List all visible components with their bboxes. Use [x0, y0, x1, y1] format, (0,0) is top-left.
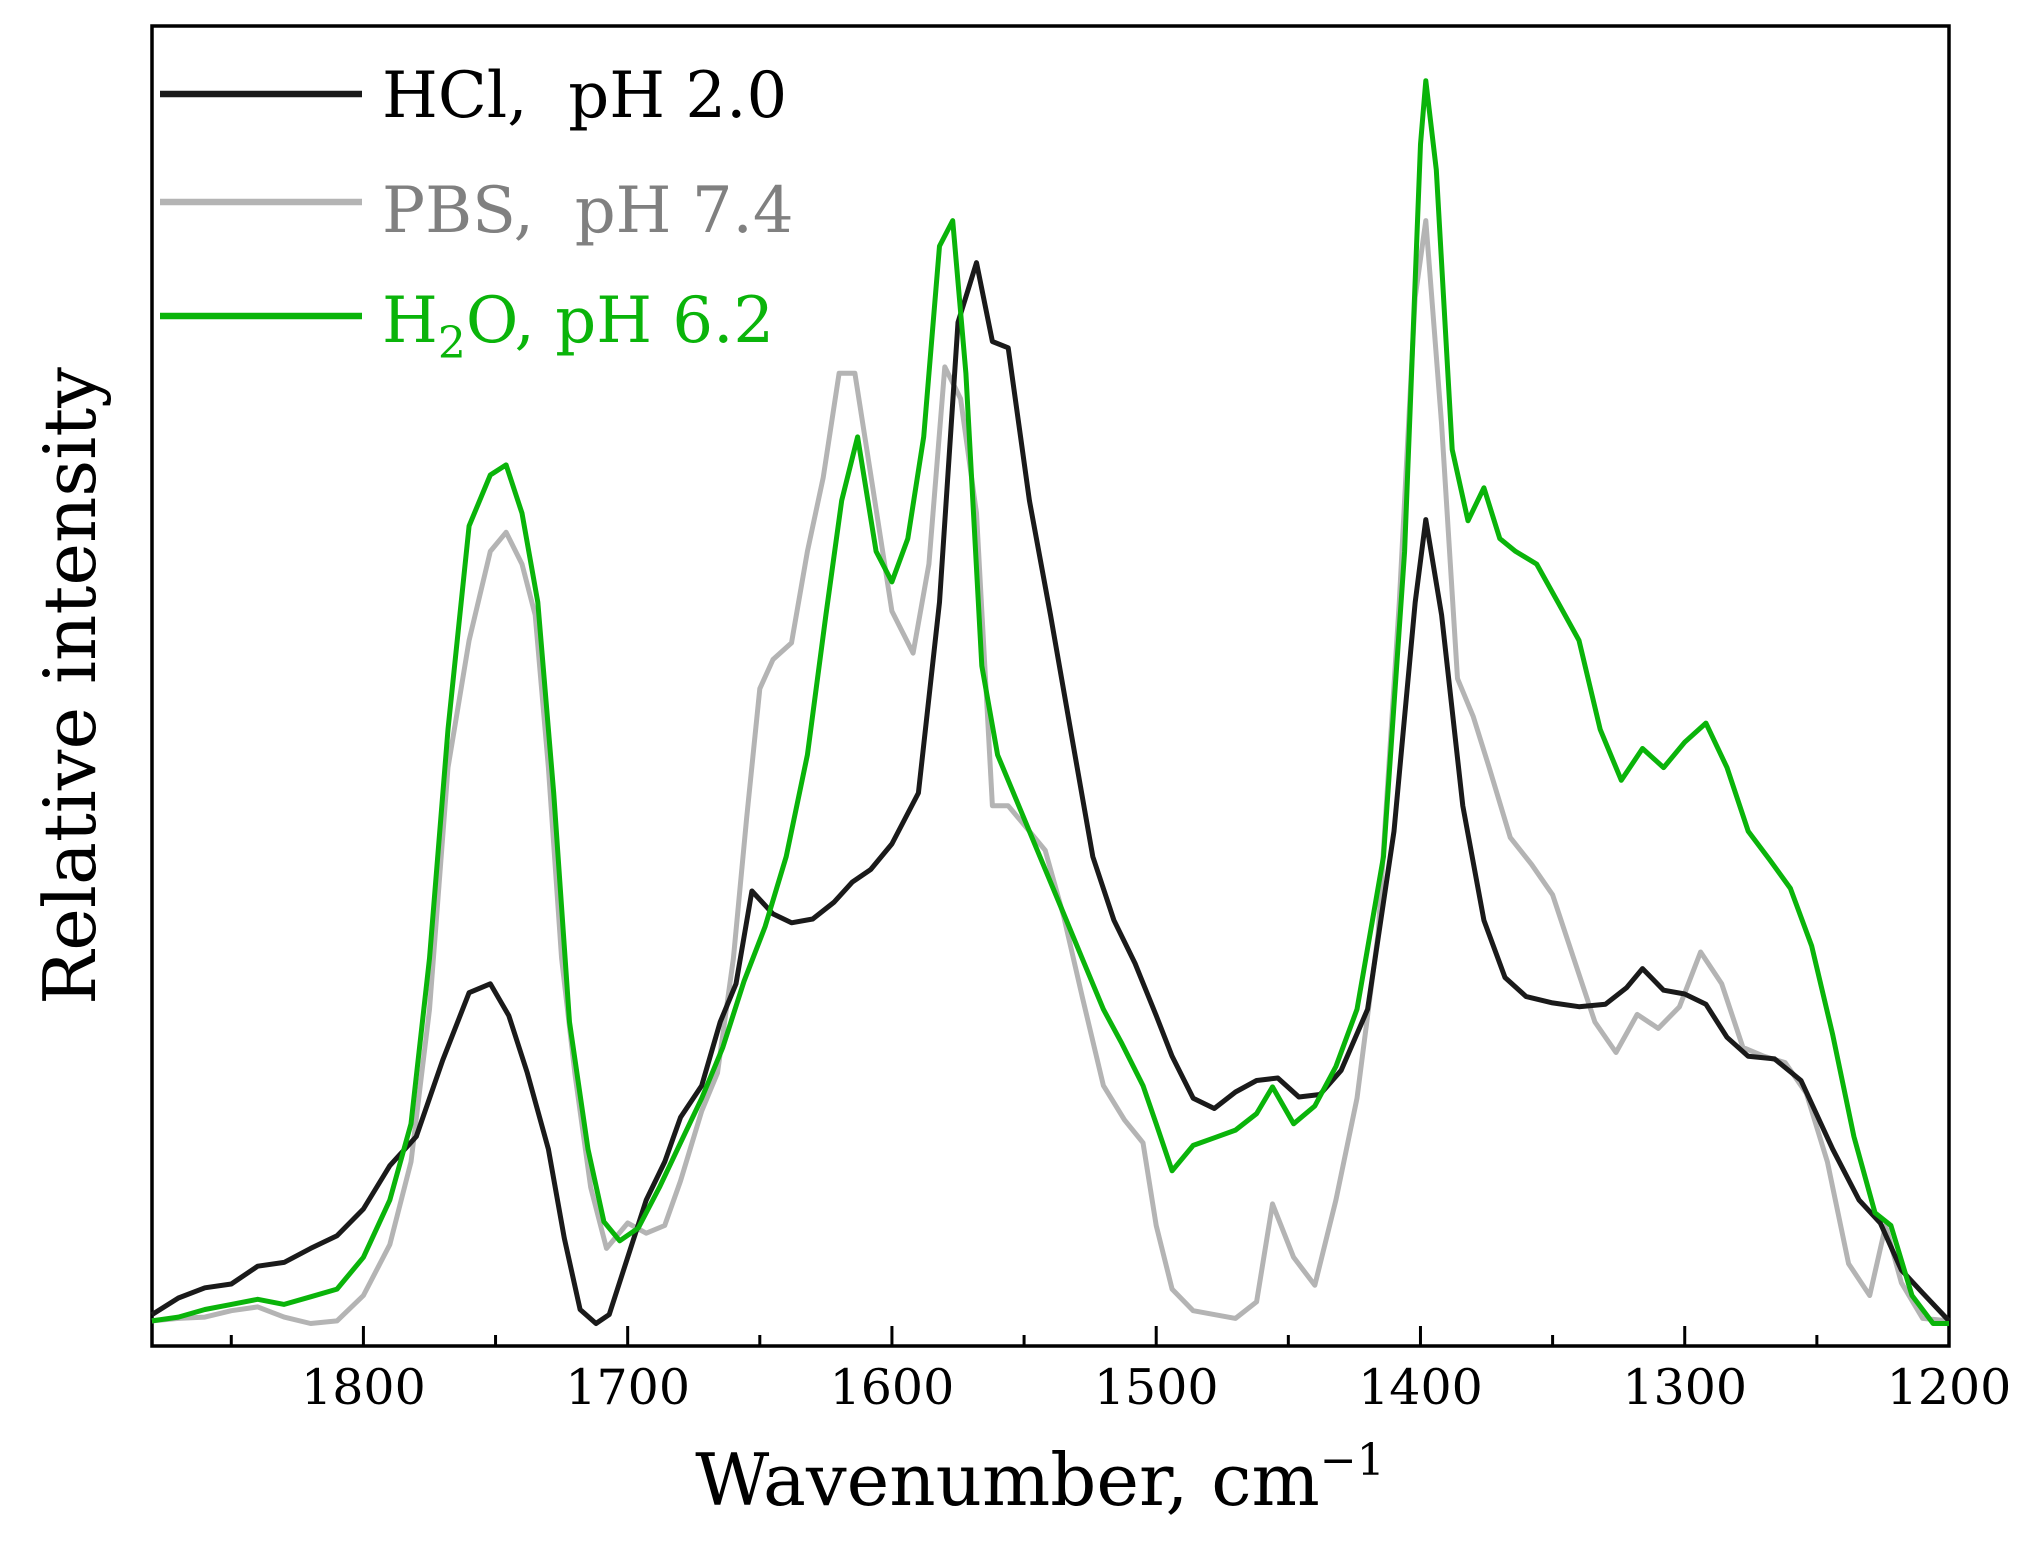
x-tick-label-1200: 1200 — [1887, 1359, 2012, 1416]
x-tick-label-1600: 1600 — [830, 1359, 955, 1416]
x-axis-title-superscript: −1 — [1320, 1435, 1385, 1486]
x-tick-label-1800: 1800 — [301, 1359, 426, 1416]
x-tick-label-1400: 1400 — [1358, 1359, 1483, 1416]
y-axis-title: Relative intensity — [28, 367, 112, 1005]
legend-label-h2o-suffix: O, pH 6.2 — [466, 284, 774, 358]
legend-label-h2o-prefix: H — [382, 284, 438, 358]
x-axis-title: Wavenumber, cm−1 — [695, 1435, 1384, 1522]
legend: HCl, pH 2.0 PBS, pH 7.4 H2O, pH 6.2 — [160, 59, 794, 369]
series-line-h2o — [151, 78, 1949, 1326]
legend-label-pbs: PBS, pH 7.4 — [382, 174, 794, 248]
x-tick-label-1700: 1700 — [565, 1359, 690, 1416]
legend-label-h2o-subscript: 2 — [438, 318, 466, 369]
x-tick-label-1500: 1500 — [1094, 1359, 1219, 1416]
series-line-hcl — [150, 260, 1951, 1326]
x-axis-title-main: Wavenumber, cm — [695, 1438, 1320, 1522]
x-tick-layer: 1800 1700 1600 1500 1400 1300 1200 — [229, 1326, 2012, 1416]
legend-label-h2o: H2O, pH 6.2 — [382, 284, 774, 369]
x-tick-label-1300: 1300 — [1622, 1359, 1747, 1416]
series-layer — [150, 78, 1951, 1326]
legend-label-hcl: HCl, pH 2.0 — [382, 59, 787, 133]
